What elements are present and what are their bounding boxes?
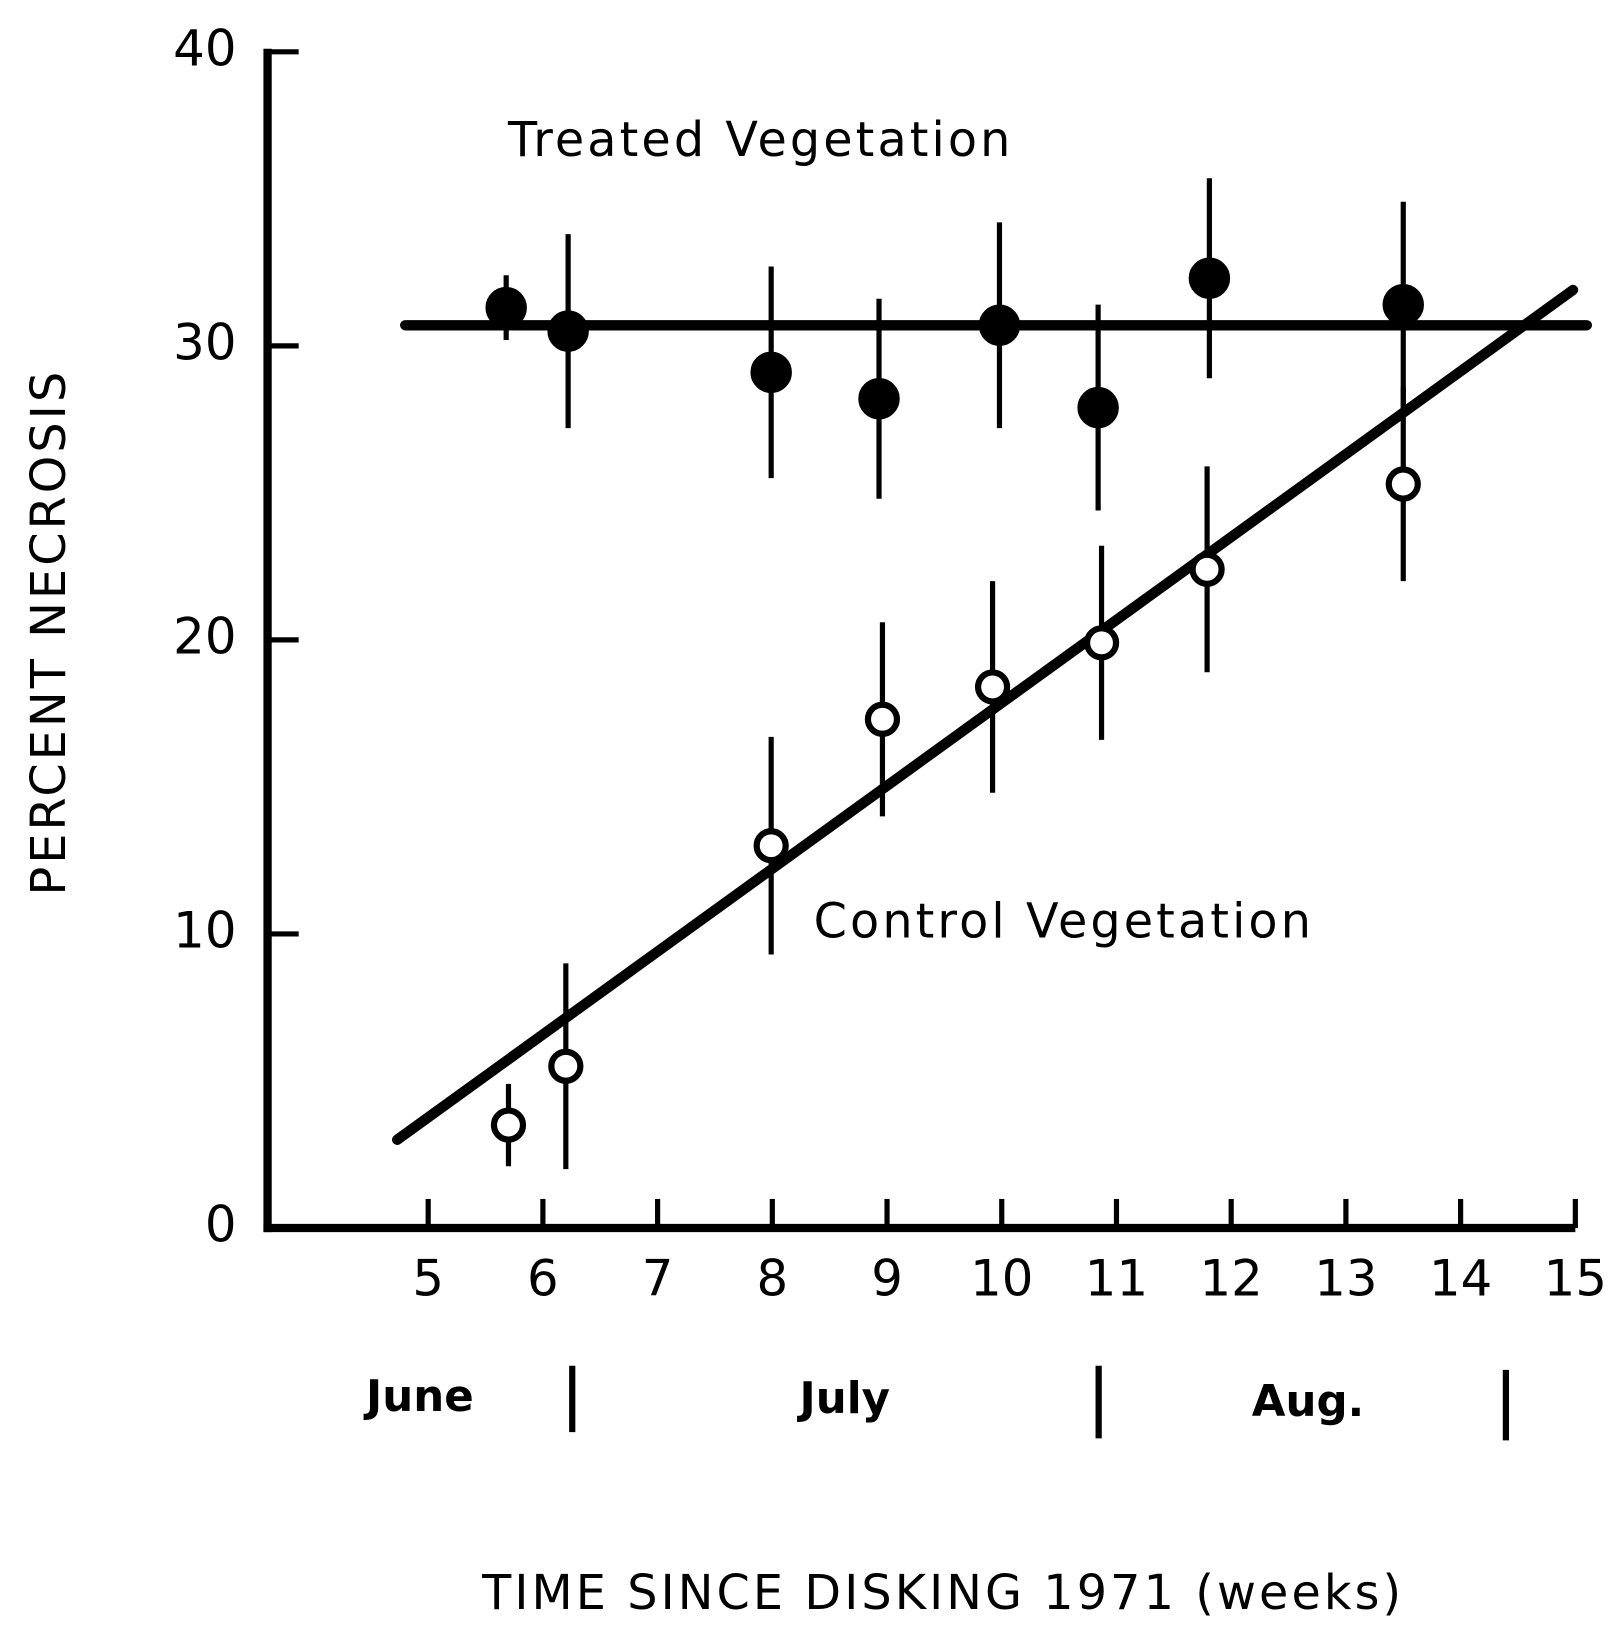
data-point <box>490 1107 527 1143</box>
x-tick-label: 12 <box>1200 1249 1263 1307</box>
data-point <box>753 828 789 864</box>
x-tick-label: 13 <box>1314 1249 1377 1307</box>
x-tick-label: 8 <box>756 1249 788 1307</box>
x-tick-label: 15 <box>1544 1249 1607 1307</box>
y-tick-label: 10 <box>173 901 236 959</box>
data-point <box>1188 257 1231 299</box>
data-point <box>547 310 589 352</box>
y-axis-label: PERCENT NECROSIS <box>22 369 77 896</box>
data-point <box>1189 551 1225 587</box>
data-point <box>750 351 792 394</box>
data-point <box>978 304 1021 346</box>
fit-line <box>392 284 1579 1145</box>
x-tick-label: 9 <box>871 1249 903 1307</box>
x-tick-label: 11 <box>1085 1249 1148 1307</box>
month-label: Aug. <box>1252 1377 1364 1427</box>
data-point <box>548 1048 584 1084</box>
series-label: Control Vegetation <box>814 894 1314 949</box>
x-tick-label: 10 <box>970 1249 1033 1307</box>
series-label: Treated Vegetation <box>507 113 1014 168</box>
y-tick-label: 20 <box>173 607 236 665</box>
data-point <box>864 701 901 737</box>
y-tick-label: 0 <box>205 1195 237 1253</box>
data-point <box>974 669 1011 705</box>
data-point <box>1083 625 1120 661</box>
month-label: June <box>363 1372 474 1422</box>
x-tick-label: 5 <box>412 1249 444 1307</box>
data-point <box>1077 386 1119 429</box>
data-point <box>858 378 900 420</box>
data-point <box>1385 466 1421 502</box>
month-label: July <box>797 1374 890 1424</box>
y-tick-label: 40 <box>173 19 236 77</box>
x-tick-label: 6 <box>527 1249 559 1307</box>
data-point <box>485 286 527 329</box>
x-tick-label: 14 <box>1429 1249 1492 1307</box>
data-point <box>1382 283 1424 326</box>
x-axis-label: TIME SINCE DISKING 1971 (weeks) <box>481 1566 1404 1621</box>
y-tick-label: 30 <box>173 313 236 371</box>
x-tick-label: 7 <box>642 1249 674 1307</box>
